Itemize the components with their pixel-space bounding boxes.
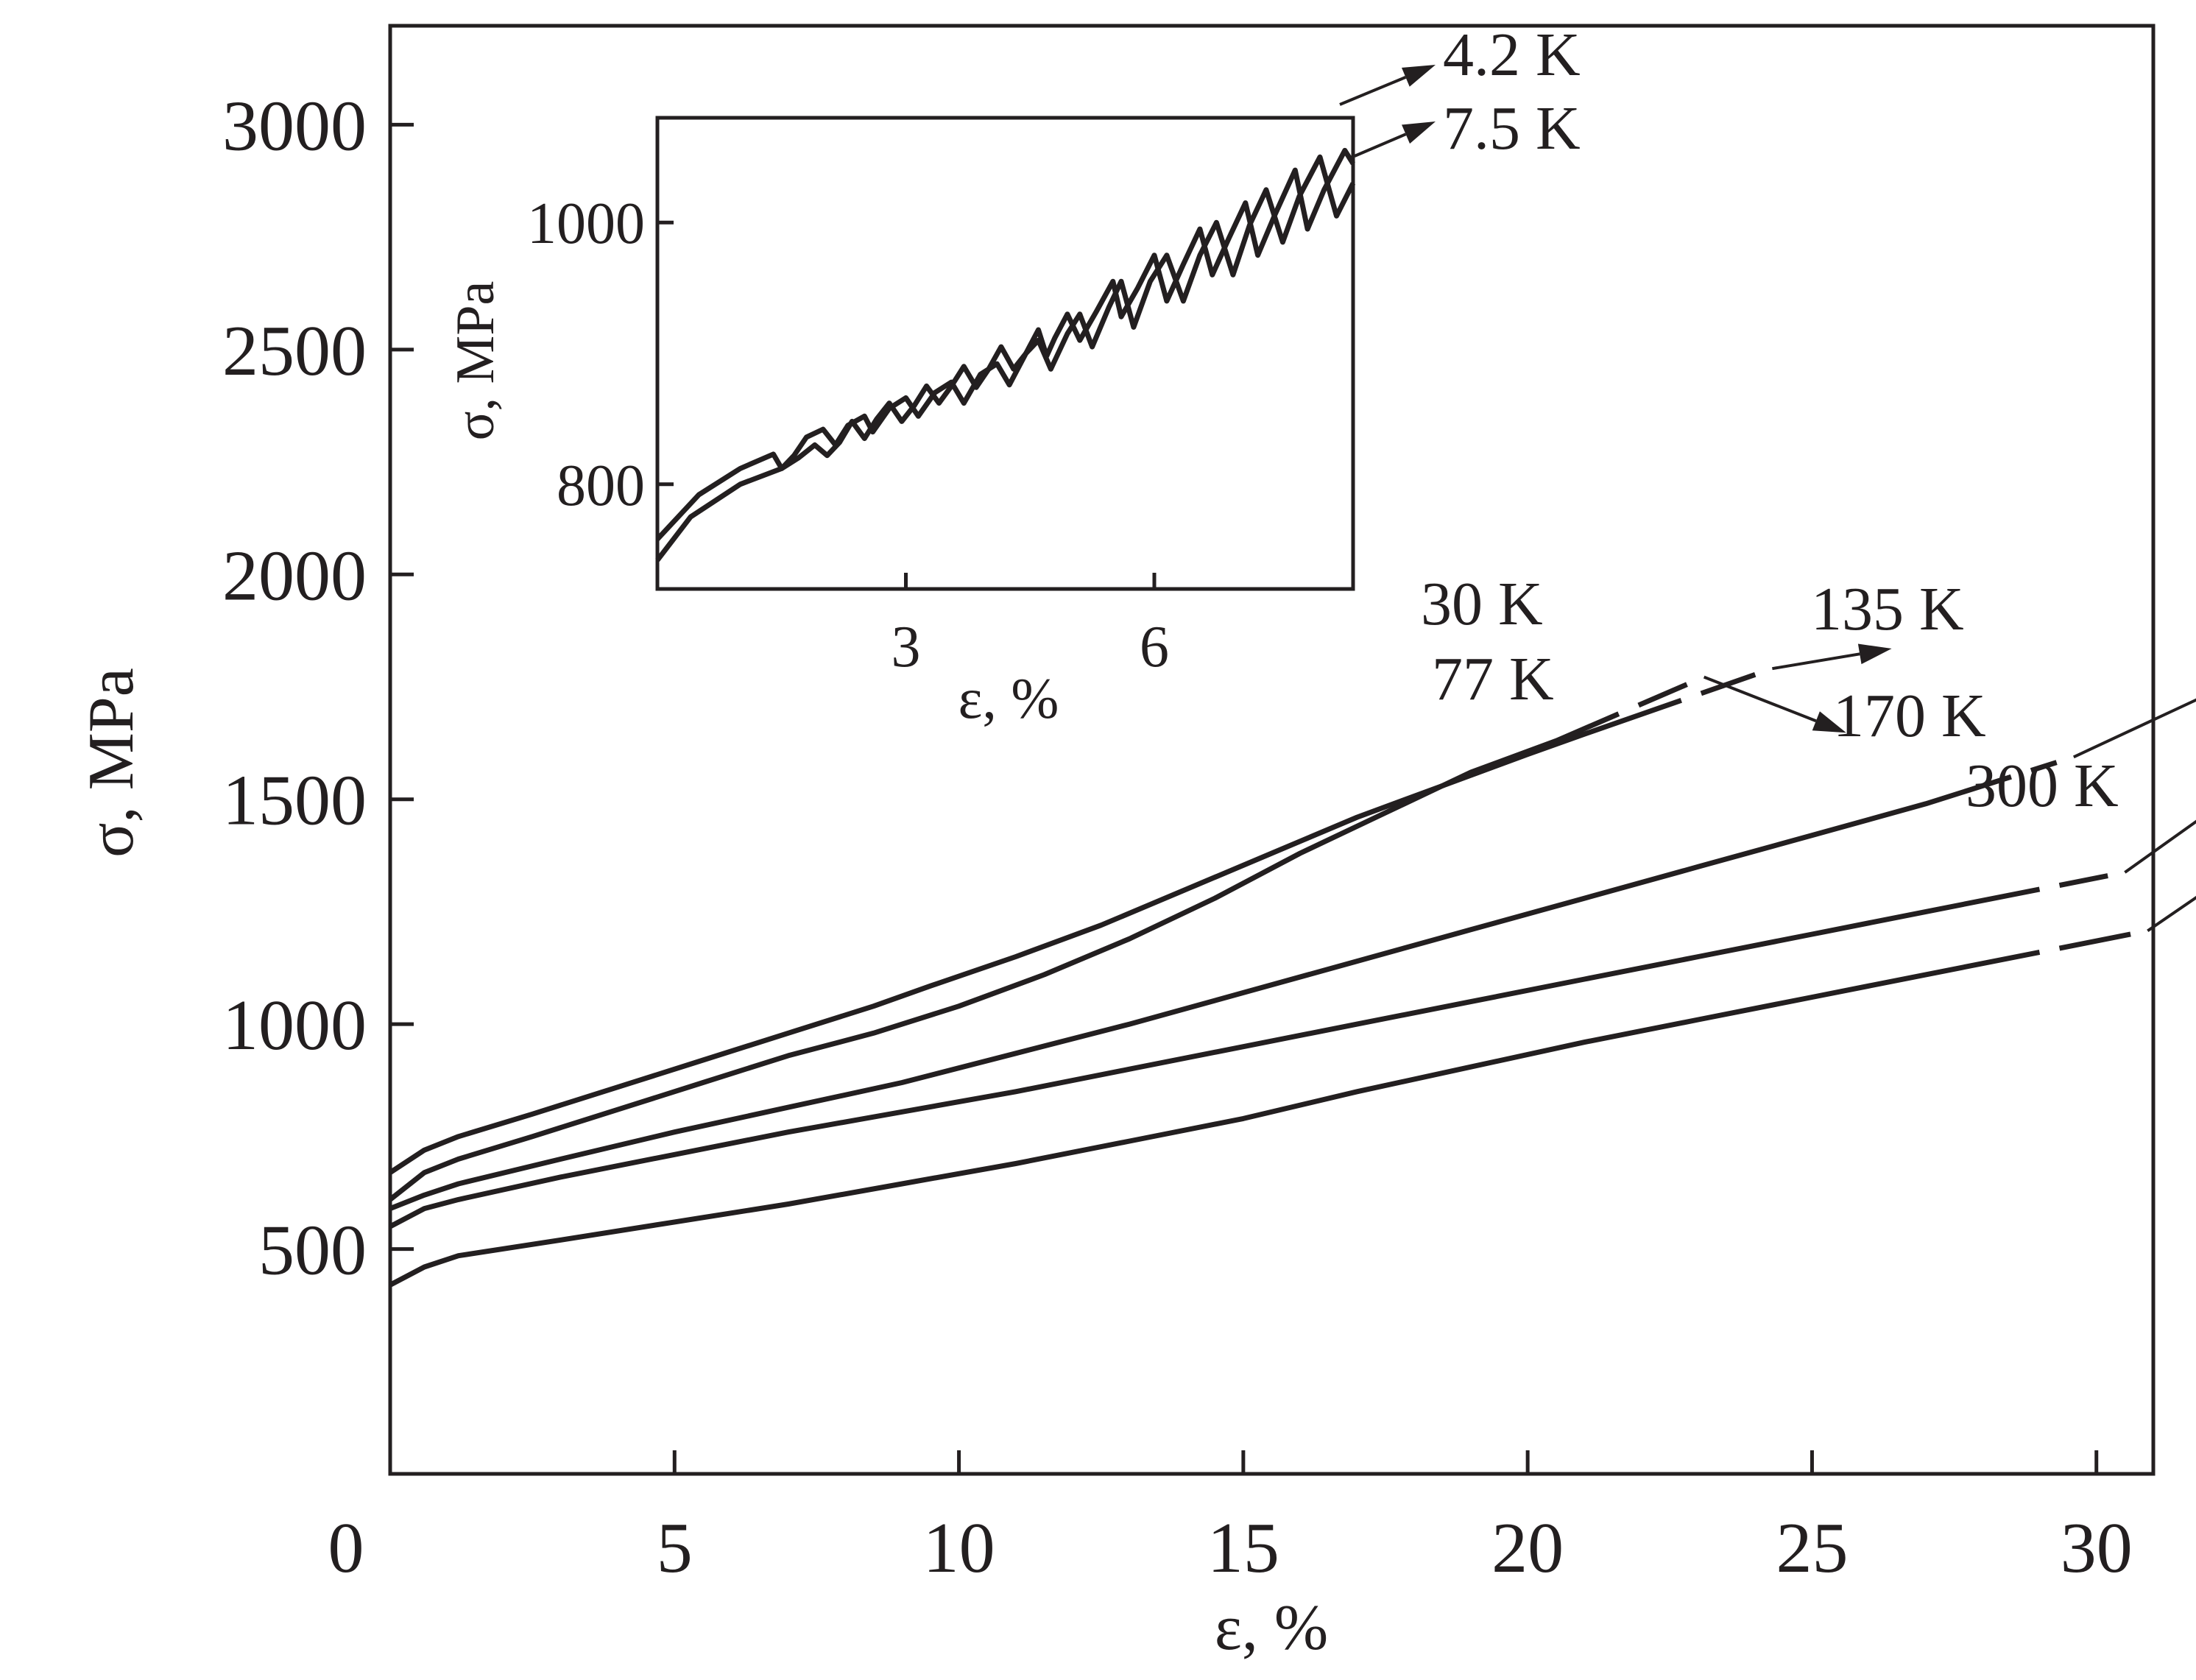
series-30-k-label: 30 K — [1421, 570, 1543, 638]
series-135-k-label: 135 K — [1811, 575, 1964, 643]
series-300-k-dash-segment — [2058, 931, 2131, 951]
series-4-2-k-arrow-shaft — [1339, 76, 1407, 106]
main-x-axis-label: ε, % — [1215, 1592, 1328, 1664]
series-77-k-line — [388, 711, 1620, 1202]
series-7-5-k-arrow — [1354, 121, 1436, 158]
main-axis-ticks: 0 5 10 15 20 25 30 500 1000 1500 2000 2500 3000 — [222, 86, 2133, 1588]
series-77-k-arrow-head — [1812, 711, 1846, 733]
y-tick-label-3000: 3000 — [222, 86, 367, 166]
x-tick-label-5: 5 — [657, 1508, 693, 1588]
main-series-group — [388, 65, 2196, 1288]
y-tick-label-2000: 2000 — [222, 536, 367, 615]
series-135-k-arrow-shaft — [2072, 698, 2196, 759]
inset-y-axis-label: σ, MPa — [445, 281, 506, 441]
y-tick-label-1500: 1500 — [222, 761, 367, 841]
main-plot: 0 5 10 15 20 25 30 500 1000 1500 2000 2500 3000 4.2 … — [76, 21, 2196, 1664]
series-300-k-label: 300 K — [1966, 752, 2119, 820]
x-tick-label-30: 30 — [2061, 1508, 2133, 1588]
inset-axis-ticks: 3 6 800 1000 — [527, 191, 1169, 680]
series-30-k-dash-segment — [1700, 671, 1757, 696]
inset-y-tick-label-800: 800 — [557, 453, 645, 518]
series-4-2-k-arrow — [1339, 65, 1436, 106]
series-77-k-arrow — [1703, 675, 1846, 733]
series-77-k-arrow-shaft — [1703, 675, 1817, 723]
y-tick-label-500: 500 — [258, 1211, 367, 1291]
series-4-2-k-label: 4.2 K — [1443, 21, 1581, 89]
series-30-k-line — [389, 697, 1682, 1175]
series-170-k-arrow-shaft — [2124, 819, 2196, 874]
main-y-axis-label: σ, MPa — [76, 668, 147, 858]
series-135-k-arrow — [2072, 698, 2196, 759]
series-170-k-arrow — [2124, 819, 2196, 874]
inset-y-tick-label-1000: 1000 — [527, 191, 645, 256]
x-tick-label-0: 0 — [328, 1508, 364, 1588]
inset-series-group — [655, 147, 1356, 562]
series-7-5-k-arrow-shaft — [1354, 133, 1407, 158]
series-30-k-arrow-head — [1857, 643, 1892, 665]
inset-plot: 3 6 800 1000 ε, % σ, MPa — [445, 116, 1356, 730]
series-170-k-line — [389, 886, 2041, 1229]
inset-series-7-5-k-line — [655, 154, 1356, 541]
y-tick-label-2500: 2500 — [222, 311, 367, 391]
x-tick-label-25: 25 — [1776, 1508, 1848, 1588]
series-30-k-arrow-shaft — [1772, 652, 1860, 671]
series-300-k-arrow-shaft — [2147, 895, 2196, 933]
series-135-k-line — [389, 774, 2012, 1211]
series-300-k-line — [389, 949, 2041, 1288]
y-tick-label-1000: 1000 — [222, 986, 367, 1065]
x-tick-label-10: 10 — [923, 1508, 995, 1588]
inset-x-tick-label-6: 6 — [1140, 615, 1169, 680]
series-7-5-k-arrow-head — [1402, 121, 1436, 144]
inset-x-axis-label: ε, % — [958, 666, 1059, 730]
series-135-k-dash-segment — [2030, 760, 2058, 773]
series-30-k-arrow — [1772, 643, 1892, 671]
x-tick-label-15: 15 — [1207, 1508, 1279, 1588]
series-77-k-dash-segment — [1637, 682, 1688, 708]
series-7-5-k-label: 7.5 K — [1443, 94, 1581, 163]
series-170-k-label: 170 K — [1833, 682, 1986, 750]
x-tick-label-20: 20 — [1491, 1508, 1564, 1588]
series-4-2-k-arrow-head — [1401, 65, 1436, 87]
main-plot-frame — [388, 24, 2156, 1476]
series-170-k-dash-segment — [2058, 873, 2108, 888]
inset-plot-frame — [655, 116, 1355, 591]
inset-x-tick-label-3: 3 — [892, 615, 921, 680]
series-300-k-arrow — [2147, 895, 2196, 933]
series-77-k-label: 77 K — [1432, 645, 1554, 713]
